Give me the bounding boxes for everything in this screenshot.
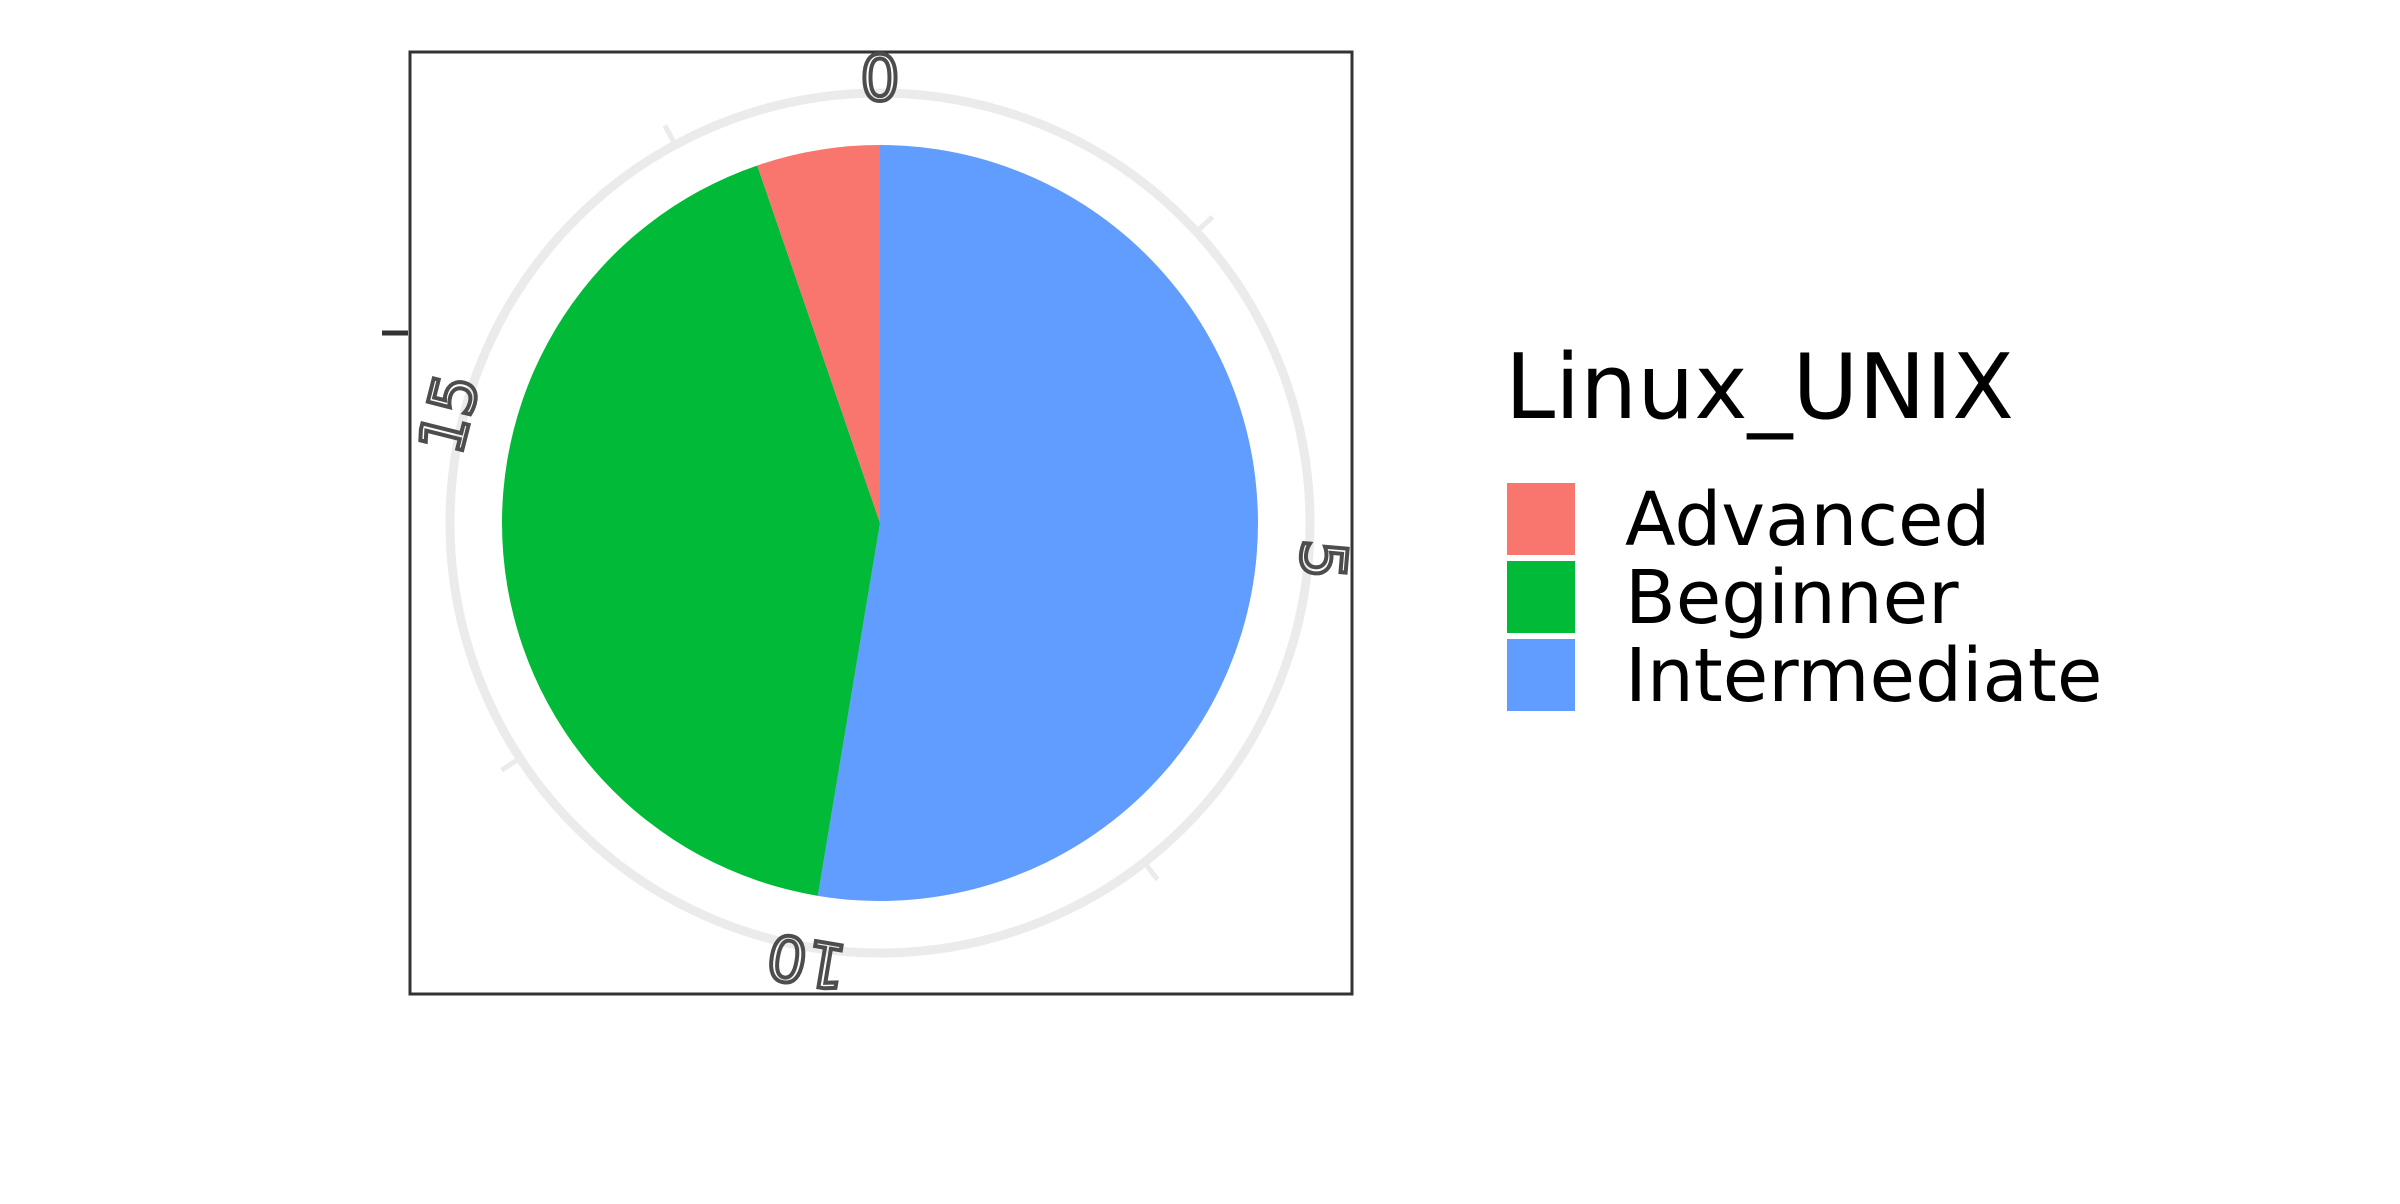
legend-label-beginner: Beginner xyxy=(1625,555,1959,641)
legend-title: Linux_UNIX xyxy=(1505,335,2014,440)
grid-minor-tick xyxy=(662,124,680,150)
grid-minor-tick xyxy=(500,753,525,773)
angle-tick-label: 15 xyxy=(404,367,494,461)
angle-tick-label: 0 xyxy=(860,42,899,115)
polar-grid xyxy=(445,88,1315,958)
grid-minor-tick xyxy=(1139,857,1160,882)
legend-label-advanced: Advanced xyxy=(1625,477,1991,563)
grid-minor-tick xyxy=(1191,215,1215,237)
legend-swatch-advanced xyxy=(1507,483,1575,555)
grid-circle xyxy=(445,88,1315,958)
angle-tick-label: 5 xyxy=(1285,537,1361,582)
legend-label-intermediate: Intermediate xyxy=(1625,633,2102,719)
pie-slices xyxy=(501,145,1259,901)
legend-swatch-beginner xyxy=(1507,561,1575,633)
legend-swatch-intermediate xyxy=(1507,639,1575,711)
angle-tick-label: 10 xyxy=(762,919,852,1004)
pie-slice-intermediate xyxy=(817,145,1259,901)
panel-border xyxy=(408,50,1354,996)
pie-slice-advanced xyxy=(757,145,880,523)
pie-slice-beginner xyxy=(501,165,880,896)
